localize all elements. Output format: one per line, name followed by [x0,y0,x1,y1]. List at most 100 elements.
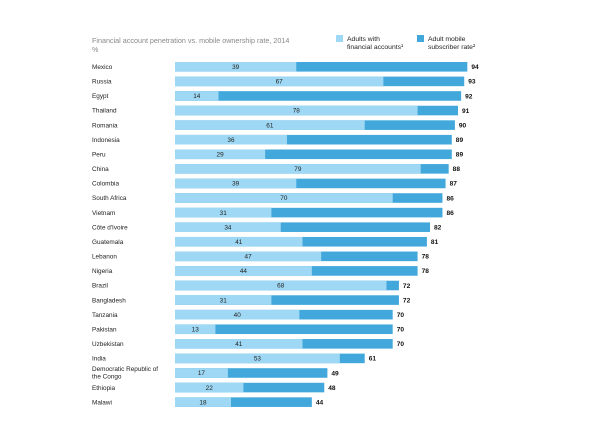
row-malawi: Malawi 18 44 [92,397,324,407]
value-financial-vietnam: 31 [220,210,228,217]
bar-mobile-pakistan [175,324,393,335]
value-financial-bangladesh: 31 [220,297,228,304]
value-mobile-vietnam: 86 [446,210,454,217]
value-mobile-pakistan: 70 [397,327,405,334]
legend-label-mobile-subscribers-line1: Adult mobile [428,36,466,43]
legend-swatch-mobile-subscribers [417,35,424,42]
row-label-malawi: Malawi [92,399,112,406]
row-india: India 53 61 [92,353,377,364]
row-label-bangladesh: Bangladesh [92,297,126,304]
bar-financial-malawi [175,397,231,407]
bar-financial-bangladesh [175,295,272,305]
value-financial-brazil: 68 [277,283,285,290]
row-vietnam: Vietnam 31 86 [92,207,454,218]
bar-mobile-cote-d-ivoire [175,222,431,232]
row-label-lebanon: Lebanon [92,254,117,261]
bar-mobile-indonesia [175,134,452,145]
row-brazil: Brazil 68 72 [92,280,411,291]
value-financial-colombia: 39 [232,181,240,188]
value-financial-ethiopia: 22 [206,385,214,392]
bar-financial-vietnam [175,207,272,218]
row-south-africa: South Africa 70 86 [92,193,454,203]
row-china: China 79 88 [92,164,460,174]
row-label-peru: Peru [92,151,106,158]
value-financial-guatemala: 41 [235,239,243,246]
row-pakistan: Pakistan 13 70 [92,324,405,335]
value-financial-egypt: 14 [193,93,201,100]
value-financial-russia: 67 [276,79,284,86]
legend-label-financial-accounts: Adults with financial accounts¹ [347,36,404,51]
row-label-ethiopia: Ethiopia [92,385,116,392]
bar-financial-china [175,164,421,174]
row-label-pakistan: Pakistan [92,326,117,333]
bar-financial-mexico [175,62,297,72]
legend-swatch-financial-accounts [336,35,343,42]
value-mobile-brazil: 72 [403,283,411,290]
row-label-south-africa: South Africa [92,195,127,202]
row-ethiopia: Ethiopia 22 48 [92,382,336,393]
row-uzbekistan: Uzbekistan 41 70 [92,339,404,349]
bar-financial-tanzania [175,309,300,320]
value-mobile-bangladesh: 72 [403,297,411,304]
row-label-russia: Russia [92,79,112,86]
bar-financial-indonesia [175,134,287,145]
value-mobile-thailand: 91 [462,108,470,115]
legend-label-mobile-subscribers-line2: subscriber rate² [428,44,476,51]
row-label-tanzania: Tanzania [92,312,118,319]
value-financial-south-africa: 70 [280,195,288,202]
row-label-romania: Romania [92,122,118,129]
value-financial-romania: 61 [266,122,274,129]
value-financial-nigeria: 44 [240,268,248,275]
bar-financial-colombia [175,178,297,189]
bar-financial-india [175,353,340,364]
value-financial-democratic-republic-of-the-congo: 17 [198,370,206,377]
chart-unit: % [92,45,99,54]
row-label-indonesia: Indonesia [92,137,120,144]
row-label-brazil: Brazil [92,283,108,290]
row-romania: Romania 61 90 [92,120,467,130]
value-mobile-india: 61 [369,356,377,363]
value-mobile-uzbekistan: 70 [397,341,405,348]
value-mobile-russia: 93 [468,79,476,86]
row-label-india: India [92,356,106,363]
value-mobile-south-africa: 86 [446,195,454,202]
row-label-thailand: Thailand [92,108,117,115]
value-financial-uzbekistan: 41 [235,341,243,348]
row-label-mexico: Mexico [92,64,113,71]
row-label-china: China [92,166,109,173]
bar-mobile-malawi [175,397,312,407]
bar-financial-lebanon [175,251,322,262]
value-financial-pakistan: 13 [192,326,200,333]
bar-mobile-vietnam [175,207,443,218]
bar-mobile-ethiopia [175,382,325,393]
value-mobile-cote-d-ivoire: 82 [434,224,442,231]
value-mobile-ethiopia: 48 [328,385,336,392]
value-mobile-egypt: 92 [465,93,473,100]
value-financial-indonesia: 36 [227,137,235,144]
bar-financial-pakistan [175,324,216,335]
row-label-guatemala: Guatemala [92,239,124,246]
row-label-vietnam: Vietnam [92,210,115,217]
bar-rows: Mexico 39 94 Russia 67 93 Egypt 14 92 Thailand 78 9… [92,62,479,407]
bar-mobile-colombia [175,178,446,189]
value-financial-cote-d-ivoire: 34 [224,224,232,231]
row-label-egypt: Egypt [92,93,109,100]
value-financial-lebanon: 47 [245,254,253,261]
value-financial-mexico: 39 [232,64,240,71]
value-mobile-romania: 90 [459,122,467,129]
bar-financial-democratic-republic-of-the-congo [175,368,228,378]
value-financial-malawi: 18 [199,399,207,406]
legend: Adults with financial accounts¹ Adult mo… [336,35,476,51]
bar-financial-guatemala [175,236,303,247]
row-guatemala: Guatemala 41 81 [92,236,439,247]
value-mobile-china: 88 [453,166,461,173]
row-egypt: Egypt 14 92 [92,91,473,101]
row-nigeria: Nigeria 44 78 [92,266,429,276]
value-mobile-malawi: 44 [316,399,324,406]
row-label-nigeria: Nigeria [92,268,113,275]
value-mobile-colombia: 87 [450,181,458,188]
row-label-line: the Congo [92,373,122,380]
value-financial-india: 53 [254,356,262,363]
row-peru: Peru 29 89 [92,149,463,160]
